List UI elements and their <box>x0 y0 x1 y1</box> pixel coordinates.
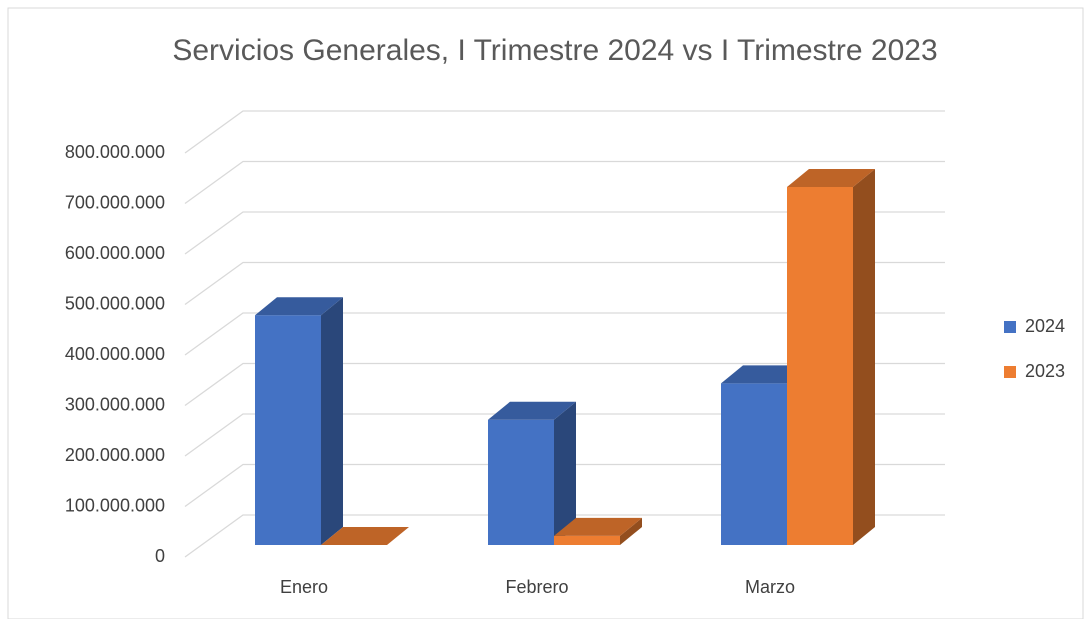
grid-line <box>184 362 945 407</box>
x-tick-label: Enero <box>280 577 328 597</box>
legend-label: 2023 <box>1025 361 1065 381</box>
legend-swatch <box>1004 321 1016 333</box>
y-tick-label: 700.000.000 <box>65 192 165 212</box>
grid-line <box>184 463 945 508</box>
bar <box>721 383 787 545</box>
bar <box>255 315 321 545</box>
grid-line <box>184 312 945 356</box>
bar-top <box>255 297 343 316</box>
bar <box>488 419 554 545</box>
bar-top <box>321 527 409 545</box>
y-tick-label: 300.000.000 <box>65 394 165 414</box>
bar-top <box>488 401 576 420</box>
y-tick-label: 100.000.000 <box>65 495 165 515</box>
y-tick-label: 800.000.000 <box>65 142 165 162</box>
x-tick-label: Febrero <box>505 577 568 597</box>
y-tick-label: 600.000.000 <box>65 243 165 263</box>
grid-line <box>184 261 945 306</box>
legend-swatch <box>1004 366 1016 378</box>
bar-top <box>554 517 642 536</box>
y-tick-label: 0 <box>155 546 165 566</box>
bar <box>554 535 620 545</box>
grid-line <box>184 160 945 205</box>
grid-line <box>184 514 945 558</box>
chart-title: Servicios Generales, I Trimestre 2024 vs… <box>172 34 937 67</box>
y-tick-label: 500.000.000 <box>65 293 165 313</box>
grid-line <box>184 211 945 255</box>
bar <box>787 186 853 545</box>
grid-line <box>184 413 945 457</box>
bar-top <box>787 168 875 187</box>
x-tick-label: Marzo <box>745 577 795 597</box>
y-tick-label: 200.000.000 <box>65 445 165 465</box>
bar-side <box>321 297 343 545</box>
legend-label: 2024 <box>1025 316 1065 336</box>
grid-line <box>184 110 945 154</box>
y-tick-label: 400.000.000 <box>65 344 165 364</box>
bar-side <box>620 517 642 545</box>
bar-side <box>554 401 576 545</box>
bar-side <box>853 168 875 545</box>
